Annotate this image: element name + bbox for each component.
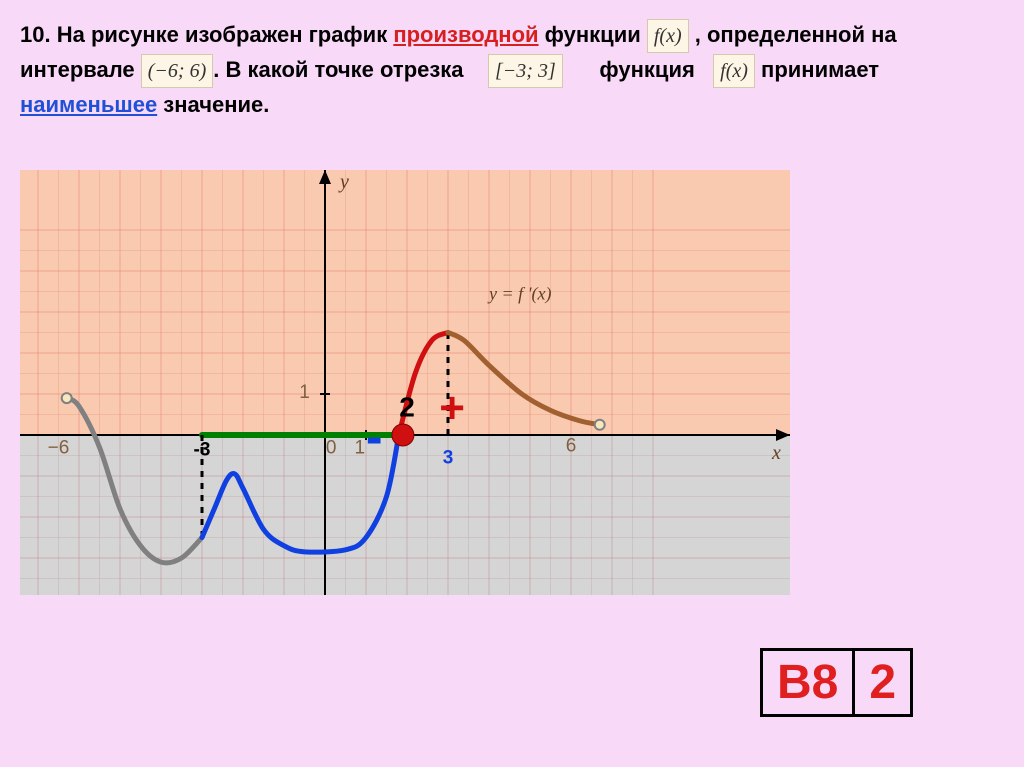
answer-label: В8 <box>763 651 855 714</box>
svg-text:-3: -3 <box>194 440 211 461</box>
svg-text:1: 1 <box>299 382 310 403</box>
svg-text:y = f '(x): y = f '(x) <box>487 284 551 305</box>
answer-box: В8 2 <box>760 648 913 717</box>
chart-svg: yxy = f '(x)-332+-−66011 <box>20 170 790 595</box>
svg-text:2: 2 <box>399 392 415 423</box>
svg-text:3: 3 <box>443 448 454 469</box>
svg-text:6: 6 <box>566 435 577 456</box>
smallest-word: наименьшее <box>20 92 157 117</box>
formula-fx-2: f(x) <box>713 54 755 88</box>
problem-text: 10. На рисунке изображен график производ… <box>20 18 970 121</box>
svg-text:0: 0 <box>326 437 337 458</box>
svg-text:y: y <box>338 171 349 193</box>
formula-interval1: (−6; 6) <box>141 54 213 88</box>
svg-text:-: - <box>366 408 383 464</box>
derivative-word: производной <box>393 22 538 47</box>
problem-number: 10. <box>20 22 51 47</box>
svg-text:x: x <box>771 442 781 464</box>
chart: yxy = f '(x)-332+-−66011 <box>20 170 790 595</box>
answer-value: 2 <box>855 651 910 714</box>
svg-text:−6: −6 <box>48 437 70 458</box>
svg-text:1: 1 <box>355 437 366 458</box>
svg-text:+: + <box>439 384 465 433</box>
formula-interval2: [−3; 3] <box>488 54 563 88</box>
formula-fx-1: f(x) <box>647 19 689 53</box>
